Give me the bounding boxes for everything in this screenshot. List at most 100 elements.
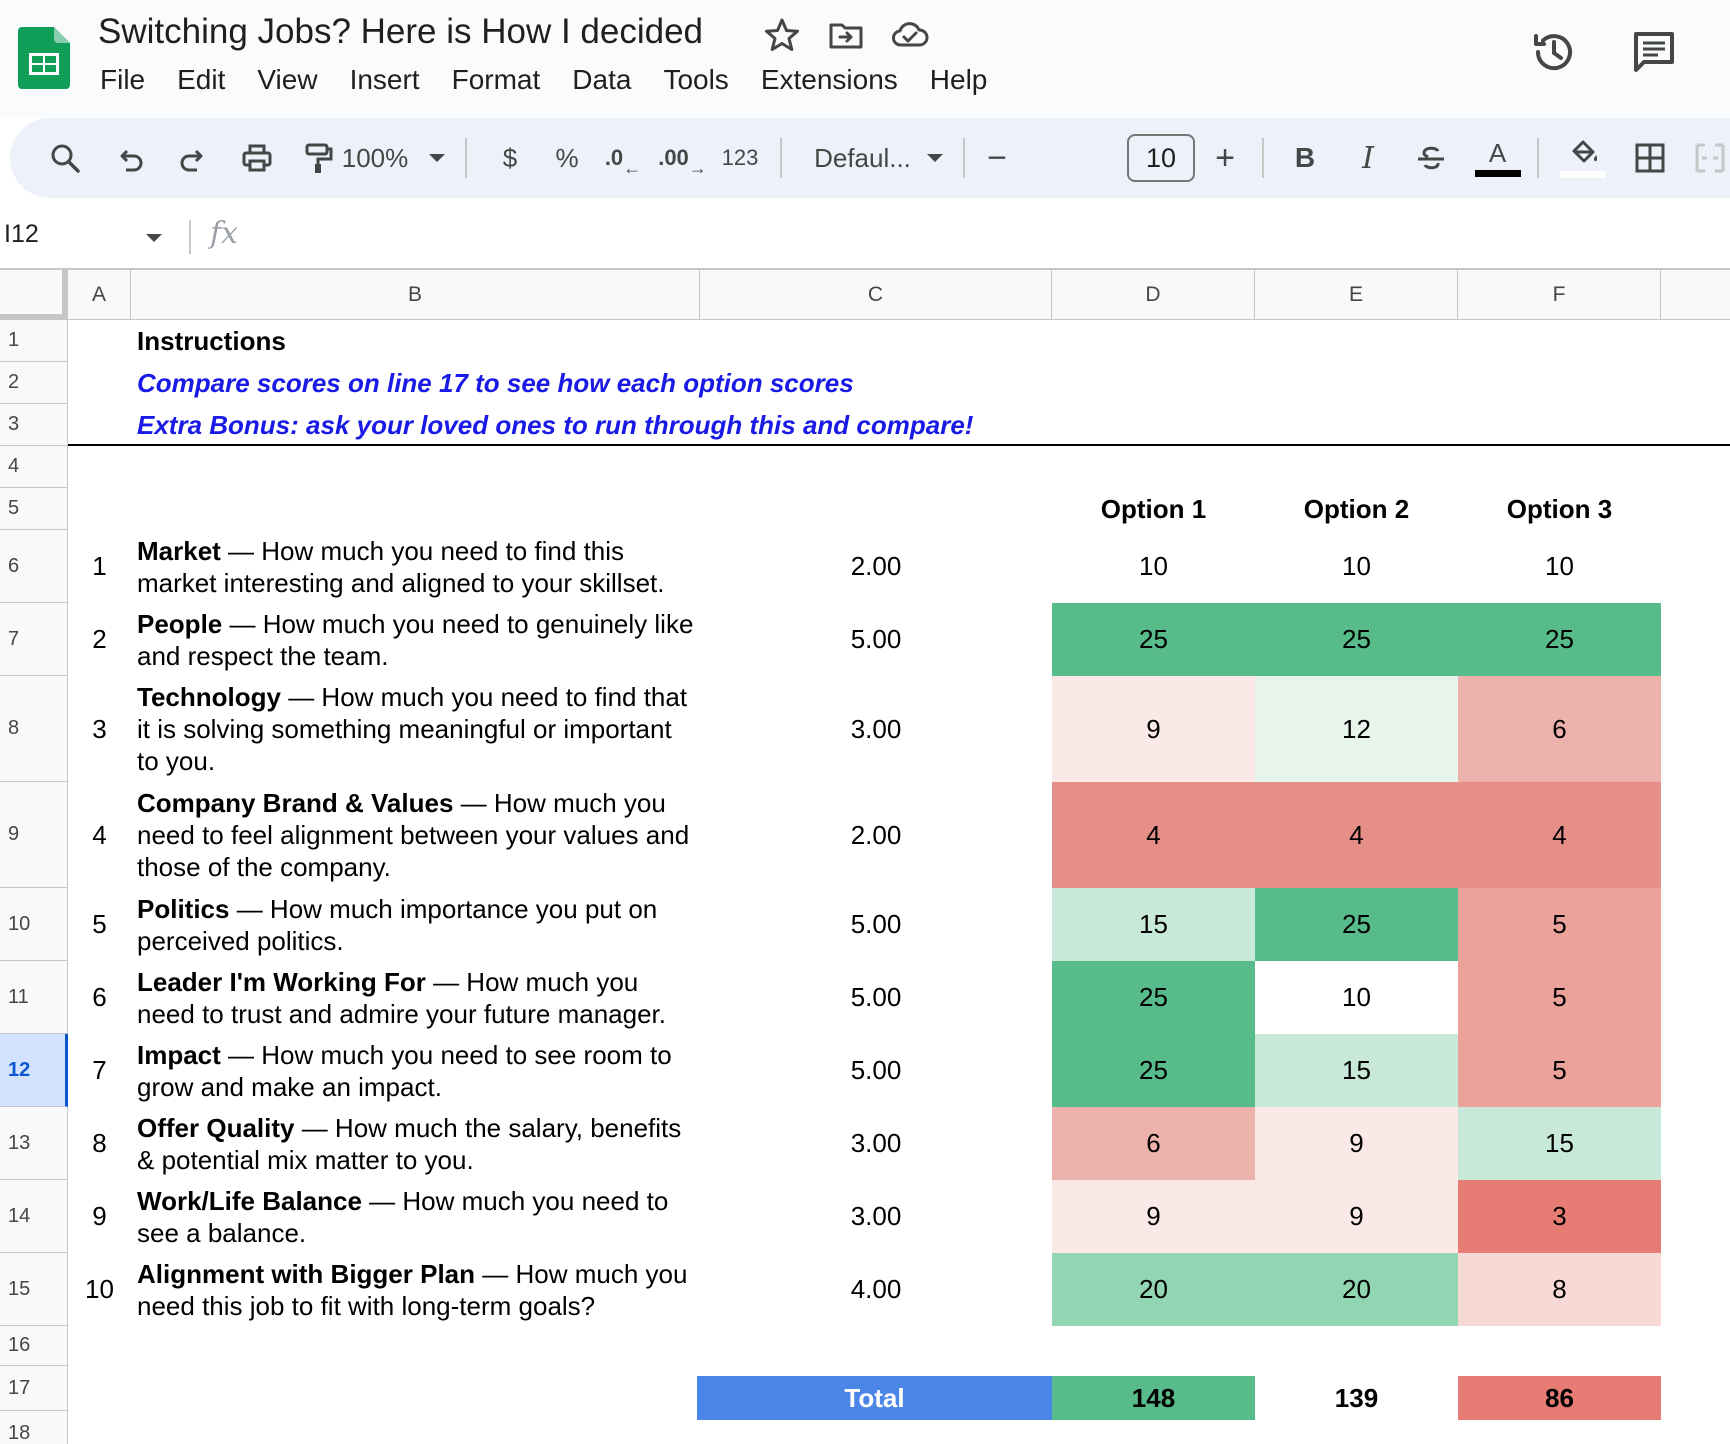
factor-number[interactable]: 1 xyxy=(92,551,107,581)
score-cell[interactable]: 25 xyxy=(1255,603,1458,676)
star-icon[interactable] xyxy=(762,15,802,55)
score-cell[interactable]: 20 xyxy=(1052,1253,1255,1326)
factor-number[interactable]: 8 xyxy=(92,1128,107,1158)
merge-cells-button[interactable] xyxy=(1685,118,1730,198)
column-header-c[interactable]: C xyxy=(700,270,1052,320)
zoom-dropdown-button[interactable] xyxy=(422,118,452,198)
factor-number[interactable]: 10 xyxy=(85,1274,114,1304)
factor-number[interactable]: 7 xyxy=(92,1055,107,1085)
weight-cell[interactable]: 5.00 xyxy=(850,1055,902,1085)
total-option-1[interactable]: 148 xyxy=(1052,1376,1255,1420)
row-header-9[interactable]: 9 xyxy=(0,782,68,888)
weight-cell[interactable]: 4.00 xyxy=(850,1274,902,1304)
menu-view[interactable]: View xyxy=(257,64,318,95)
factor-cell[interactable]: Impact — How much you need to see room t… xyxy=(131,1034,700,1107)
fill-color-button[interactable] xyxy=(1555,118,1610,198)
score-cell[interactable]: 5 xyxy=(1458,1034,1661,1107)
instructions-title[interactable]: Instructions xyxy=(137,325,286,356)
column-header-e[interactable]: E xyxy=(1255,270,1458,320)
strikethrough-button[interactable] xyxy=(1406,118,1456,198)
paint-format-button[interactable] xyxy=(293,118,343,198)
print-button[interactable] xyxy=(232,118,282,198)
comments-icon[interactable] xyxy=(1628,26,1680,78)
factor-cell[interactable]: Work/Life Balance — How much you need to… xyxy=(131,1180,700,1253)
factor-cell[interactable]: Offer Quality — How much the salary, ben… xyxy=(131,1107,700,1180)
zoom-select[interactable]: 100% xyxy=(335,118,415,198)
score-cell[interactable]: 4 xyxy=(1458,782,1661,888)
factor-number[interactable]: 6 xyxy=(92,982,107,1012)
score-cell[interactable]: 25 xyxy=(1052,603,1255,676)
sheets-logo-icon[interactable] xyxy=(18,27,70,89)
factor-number[interactable]: 5 xyxy=(92,909,107,939)
decrease-decimal-button[interactable]: .0 ← xyxy=(598,118,648,198)
factor-number[interactable]: 4 xyxy=(92,819,107,850)
row-header-10[interactable]: 10 xyxy=(0,888,68,961)
font-dropdown-button[interactable] xyxy=(920,118,950,198)
weight-cell[interactable]: 2.00 xyxy=(850,551,902,581)
row-header-5[interactable]: 5 xyxy=(0,488,68,530)
borders-button[interactable] xyxy=(1622,118,1677,198)
instruction-line-1[interactable]: Compare scores on line 17 to see how eac… xyxy=(137,367,854,398)
menu-data[interactable]: Data xyxy=(572,64,632,95)
menu-extensions[interactable]: Extensions xyxy=(760,64,898,95)
text-color-button[interactable]: A xyxy=(1470,118,1525,198)
instruction-line-2[interactable]: Extra Bonus: ask your loved ones to run … xyxy=(137,409,974,440)
score-cell[interactable]: 4 xyxy=(1052,782,1255,888)
score-cell[interactable]: 10 xyxy=(1052,530,1255,603)
italic-button[interactable]: I xyxy=(1343,118,1393,198)
option-1-header[interactable]: Option 1 xyxy=(1100,493,1207,524)
factor-cell[interactable]: Technology — How much you need to find t… xyxy=(131,676,700,782)
score-cell[interactable]: 15 xyxy=(1052,888,1255,961)
name-box[interactable]: I12 xyxy=(4,220,39,248)
weight-cell[interactable]: 3.00 xyxy=(850,1201,902,1231)
row-header-12[interactable]: 12 xyxy=(0,1034,68,1107)
row-header-11[interactable]: 11 xyxy=(0,961,68,1034)
version-history-icon[interactable] xyxy=(1528,26,1580,78)
undo-button[interactable] xyxy=(105,118,155,198)
weight-cell[interactable]: 3.00 xyxy=(850,713,902,744)
score-cell[interactable]: 25 xyxy=(1052,1034,1255,1107)
row-header-14[interactable]: 14 xyxy=(0,1180,68,1253)
row-header-15[interactable]: 15 xyxy=(0,1253,68,1326)
total-option-3[interactable]: 86 xyxy=(1458,1376,1661,1420)
weight-cell[interactable]: 3.00 xyxy=(850,1128,902,1158)
score-cell[interactable]: 10 xyxy=(1255,530,1458,603)
currency-format-button[interactable]: $ xyxy=(485,118,535,198)
factor-cell[interactable]: People — How much you need to genuinely … xyxy=(131,603,700,676)
formula-input[interactable] xyxy=(260,212,1720,256)
document-title[interactable]: Switching Jobs? Here is How I decided xyxy=(98,12,704,51)
font-size-input[interactable]: 10 xyxy=(1127,134,1195,182)
cloud-saved-icon[interactable] xyxy=(890,15,930,55)
row-header-16[interactable]: 16 xyxy=(0,1326,68,1366)
row-header-1[interactable]: 1 xyxy=(0,320,68,362)
menu-file[interactable]: File xyxy=(100,64,146,95)
score-cell[interactable]: 12 xyxy=(1255,676,1458,782)
total-label[interactable]: Total xyxy=(697,1376,1052,1420)
row-header-3[interactable]: 3 xyxy=(0,404,68,446)
menu-edit[interactable]: Edit xyxy=(177,64,226,95)
row-header-13[interactable]: 13 xyxy=(0,1107,68,1180)
score-cell[interactable]: 3 xyxy=(1458,1180,1661,1253)
score-cell[interactable]: 9 xyxy=(1052,676,1255,782)
option-2-header[interactable]: Option 2 xyxy=(1303,493,1410,524)
font-family-select[interactable]: Defaul... xyxy=(795,118,930,198)
column-header-a[interactable]: A xyxy=(68,270,131,320)
row-header-17[interactable]: 17 xyxy=(0,1366,68,1411)
score-cell[interactable]: 9 xyxy=(1255,1180,1458,1253)
score-cell[interactable]: 5 xyxy=(1458,961,1661,1034)
percent-format-button[interactable]: % xyxy=(542,118,592,198)
score-cell[interactable]: 25 xyxy=(1458,603,1661,676)
option-3-header[interactable]: Option 3 xyxy=(1506,493,1613,524)
row-header-8[interactable]: 8 xyxy=(0,676,68,782)
score-cell[interactable]: 5 xyxy=(1458,888,1661,961)
total-option-2[interactable]: 139 xyxy=(1255,1376,1458,1420)
factor-cell[interactable]: Market — How much you need to find this … xyxy=(131,530,700,603)
move-to-folder-icon[interactable] xyxy=(826,15,866,55)
factor-number[interactable]: 3 xyxy=(92,713,107,744)
weight-cell[interactable]: 2.00 xyxy=(850,819,902,850)
increase-font-size-button[interactable]: + xyxy=(1200,118,1250,198)
menu-tools[interactable]: Tools xyxy=(663,64,729,95)
score-cell[interactable]: 6 xyxy=(1458,676,1661,782)
score-cell[interactable]: 25 xyxy=(1255,888,1458,961)
column-header-f[interactable]: F xyxy=(1458,270,1661,320)
